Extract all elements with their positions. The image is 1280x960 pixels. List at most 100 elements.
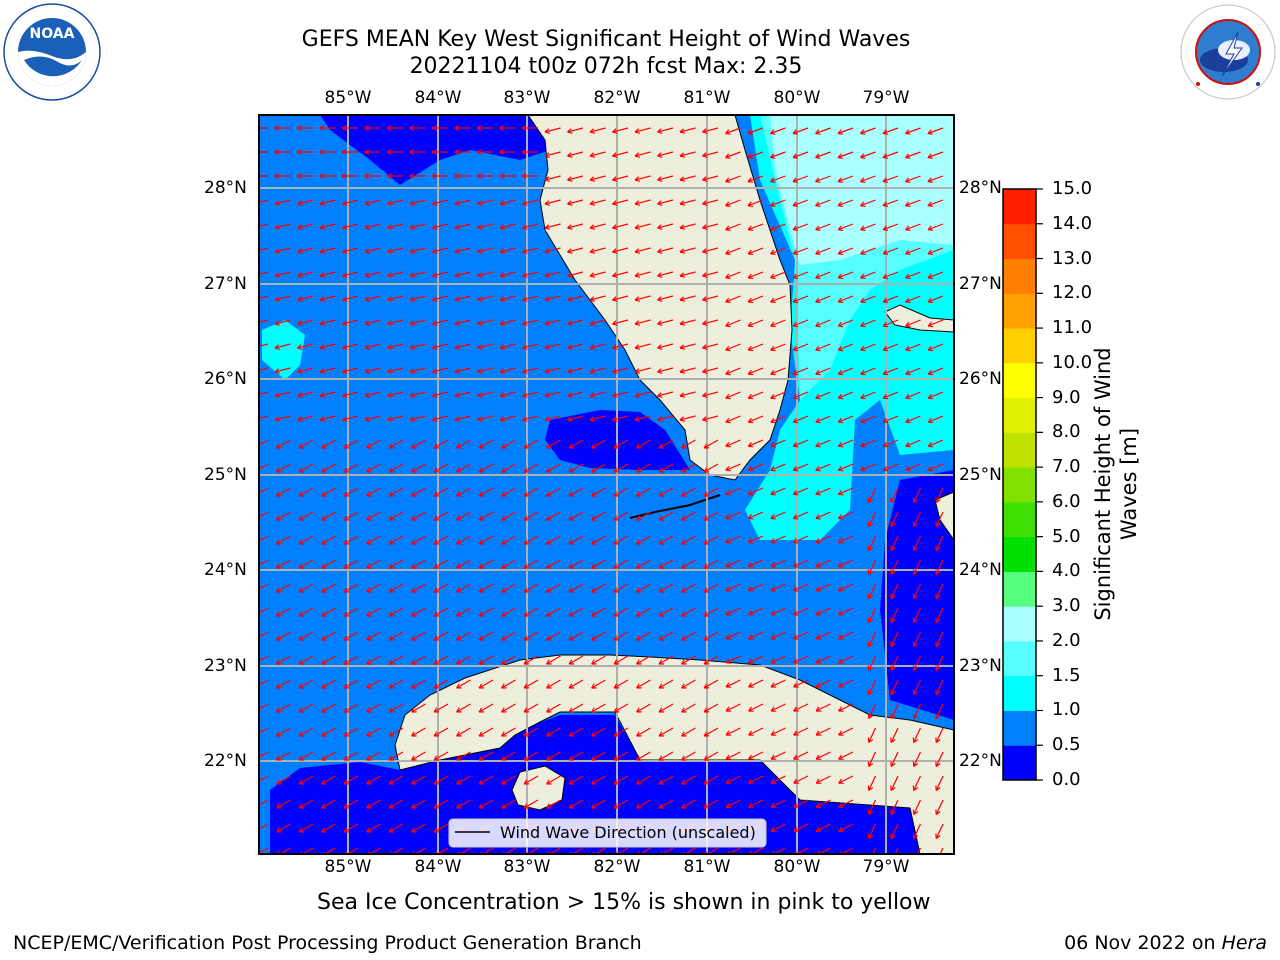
wind-arrow — [872, 847, 877, 854]
wind-arrow — [634, 151, 651, 157]
wind-arrow — [364, 199, 381, 205]
wind-arrow-head — [725, 682, 732, 688]
wind-arrow — [681, 559, 696, 569]
wind-arrow-head — [454, 272, 461, 278]
wind-arrow — [935, 799, 944, 815]
wind-arrow-head — [546, 563, 552, 569]
wind-arrow-head — [935, 497, 941, 503]
wind-arrow-head — [935, 521, 941, 527]
wind-arrow-head — [456, 491, 462, 497]
wind-arrow-head — [589, 368, 596, 374]
wind-arrow — [274, 295, 291, 301]
wind-arrow — [935, 631, 944, 647]
wind-arrow-head — [882, 393, 889, 400]
wind-arrow-head — [634, 344, 641, 350]
wind-arrow-head — [815, 153, 821, 159]
lon-label-bottom: 83°W — [503, 857, 551, 877]
footer-date-text: 06 Nov 2022 on — [1064, 932, 1216, 954]
wind-arrow-head — [912, 665, 919, 671]
wind-arrow — [321, 559, 336, 569]
wind-arrow — [387, 391, 404, 397]
wind-arrow-head — [477, 296, 483, 302]
wind-arrow-head — [792, 273, 799, 280]
wind-arrow-head — [366, 611, 372, 617]
wind-arrow — [499, 367, 516, 373]
wind-arrow — [772, 847, 786, 854]
wind-arrow-head — [725, 393, 731, 400]
wind-arrow-head — [409, 248, 416, 254]
wind-arrow-head — [613, 731, 620, 737]
wind-arrow — [681, 679, 696, 689]
wind-arrow-head — [523, 587, 530, 593]
wind-arrow — [838, 607, 854, 616]
wind-arrow — [297, 247, 314, 253]
wind-arrow-head — [867, 593, 874, 599]
wind-arrow — [770, 319, 786, 327]
wind-arrow — [456, 583, 471, 593]
wind-arrow — [477, 391, 494, 397]
wind-arrow — [793, 559, 809, 568]
wind-arrow — [679, 127, 696, 133]
wind-arrow-head — [567, 296, 573, 302]
wind-arrow-head — [387, 248, 393, 254]
wind-arrow-head — [388, 539, 395, 545]
wind-arrow — [725, 775, 741, 784]
wind-arrow — [882, 175, 899, 183]
wind-arrow — [259, 751, 269, 758]
wind-arrow-head — [298, 539, 305, 545]
wind-arrow — [613, 679, 629, 689]
wind-arrow-head — [912, 617, 919, 623]
wind-arrow-head — [815, 393, 821, 400]
wind-arrow — [259, 535, 269, 542]
wind-arrow-head — [433, 707, 440, 713]
wind-arrow — [571, 847, 584, 854]
wind-arrow-head — [454, 392, 461, 398]
wind-arrow — [636, 679, 651, 689]
colorbar-tick-label: 13.0 — [1052, 247, 1093, 269]
wind-arrow — [567, 295, 584, 301]
wind-arrow-head — [867, 713, 874, 719]
wind-arrow-head — [276, 467, 282, 473]
wind-arrow — [868, 487, 877, 503]
wind-arrow-head — [544, 296, 551, 302]
wind-arrow — [364, 367, 381, 373]
wind-arrow-head — [703, 587, 710, 593]
wind-arrow — [770, 775, 786, 784]
wind-arrow-head — [747, 417, 754, 424]
wind-arrow-head — [456, 587, 462, 593]
wind-arrow-head — [388, 803, 395, 809]
lon-label-bottom: 85°W — [324, 857, 372, 877]
wind-arrow-head — [276, 731, 282, 737]
wind-arrow-head — [725, 442, 731, 448]
wind-arrows — [253, 125, 944, 854]
wind-arrow-head — [815, 562, 821, 568]
wind-arrow-head — [253, 273, 258, 278]
wind-arrow — [882, 319, 899, 327]
wind-arrow-head — [364, 173, 370, 179]
colorbar-tick-label: 1.0 — [1052, 699, 1081, 721]
wind-arrow — [882, 295, 899, 303]
wind-arrow — [567, 247, 584, 253]
wind-arrow-head — [725, 490, 731, 496]
wind-arrow-head — [568, 587, 575, 593]
wind-arrow — [883, 439, 899, 447]
wind-arrow-head — [792, 321, 799, 328]
wind-arrow — [770, 295, 786, 303]
wind-arrow-head — [634, 296, 641, 302]
wind-arrow-head — [770, 682, 777, 688]
wind-arrow-head — [890, 785, 896, 791]
wind-arrow-head — [702, 272, 708, 278]
wind-arrow — [661, 847, 674, 854]
wind-arrow-head — [433, 755, 440, 761]
wind-arrow-head — [867, 641, 874, 647]
wind-arrow-head — [297, 320, 303, 326]
wind-arrow — [274, 343, 291, 349]
wind-arrow — [546, 799, 561, 809]
wind-arrow-head — [366, 515, 372, 521]
wind-arrow — [501, 583, 516, 593]
wind-arrow — [905, 295, 921, 303]
wind-arrow-head — [927, 297, 934, 304]
wind-arrow-head — [882, 466, 889, 472]
wind-arrow-head — [456, 755, 462, 761]
wind-arrow — [935, 607, 944, 623]
